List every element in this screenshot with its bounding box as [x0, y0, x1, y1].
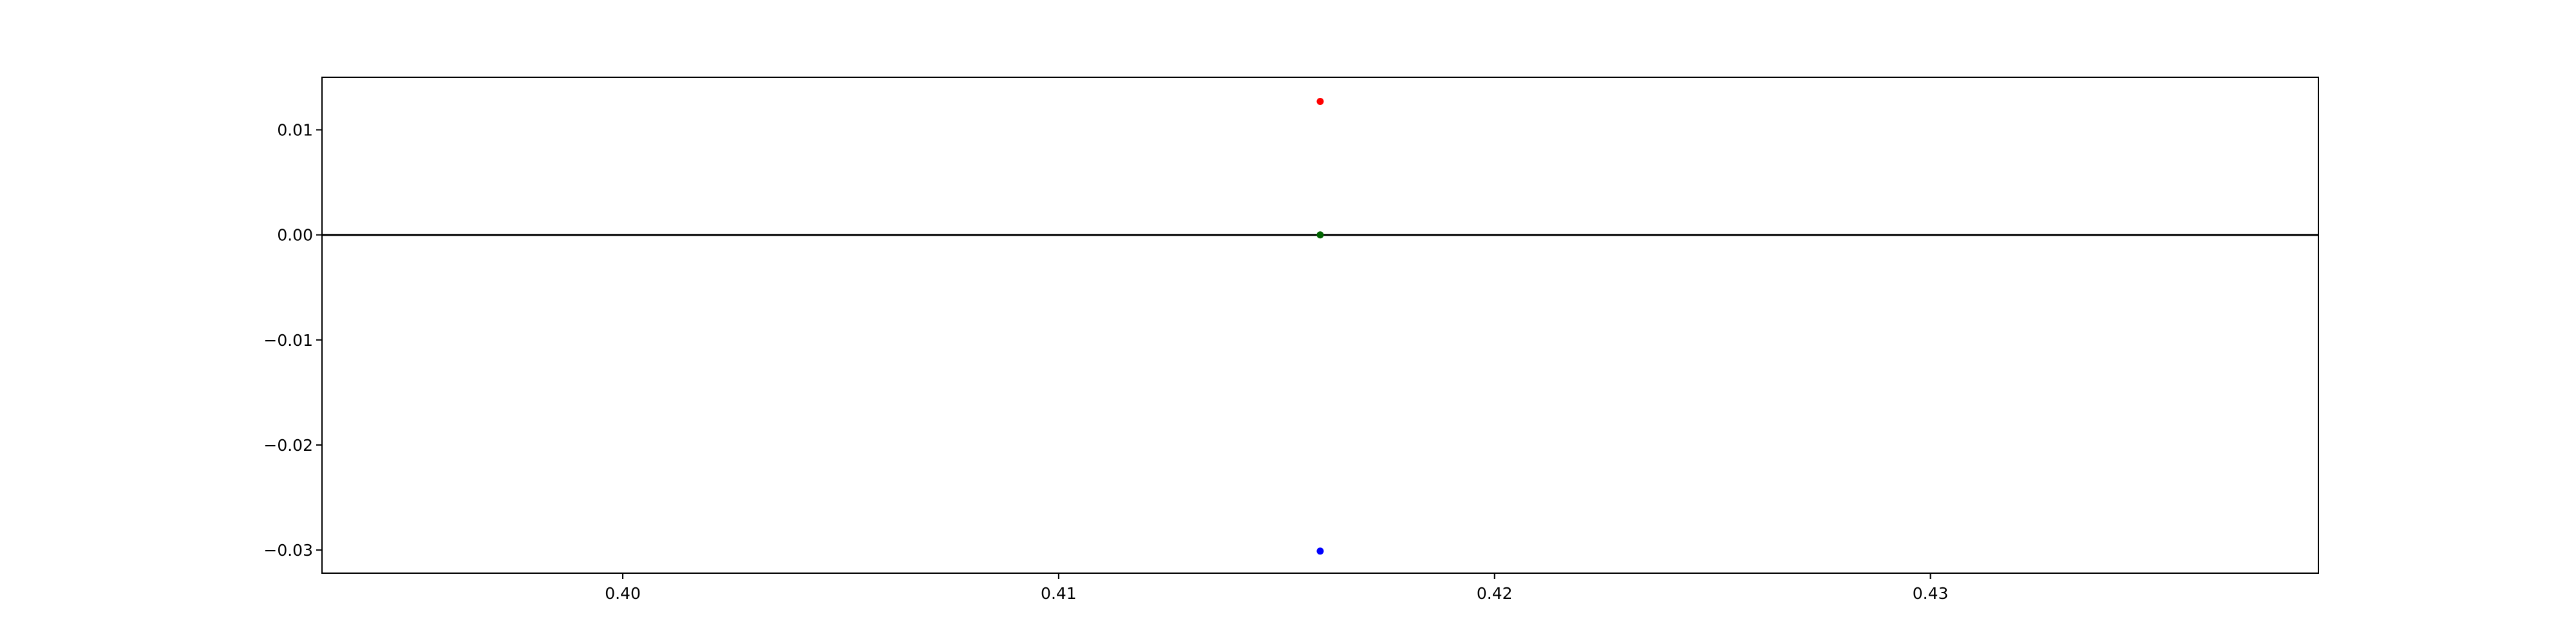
x-tick-label: 0.40 [605, 584, 641, 603]
y-tick-label: −0.03 [263, 541, 313, 560]
x-tick-label: 0.42 [1477, 584, 1513, 603]
x-axis-ticks: 0.40 0.41 0.42 0.43 [605, 573, 1948, 603]
y-axis-ticks: 0.01 0.00 −0.01 −0.02 −0.03 [263, 121, 322, 560]
data-points [1316, 98, 1324, 555]
data-point [1316, 98, 1324, 106]
y-tick-label: 0.00 [277, 226, 313, 245]
y-tick-label: 0.01 [277, 121, 313, 140]
y-tick-label: −0.02 [263, 436, 313, 455]
plot-frame [321, 77, 2319, 574]
data-point [1316, 547, 1324, 555]
y-tick-label: −0.01 [263, 331, 313, 350]
data-point [1316, 231, 1324, 239]
x-tick-label: 0.41 [1041, 584, 1077, 603]
x-tick-label: 0.43 [1913, 584, 1949, 603]
plot-area-background [322, 77, 2318, 573]
